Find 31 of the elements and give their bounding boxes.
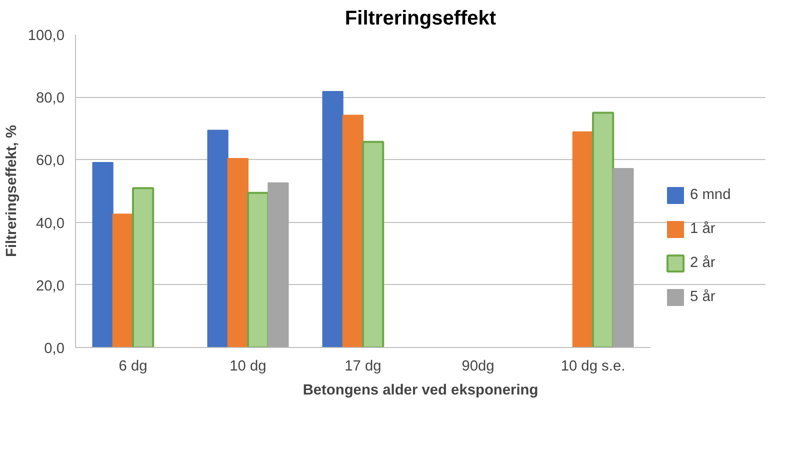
bar — [322, 90, 344, 348]
x-tick-label: 10 dg — [230, 358, 266, 374]
x-tick-label: 10 dg s.e. — [560, 358, 626, 374]
legend-label: 5 år — [690, 289, 716, 305]
bar — [612, 168, 634, 348]
y-tick-label: 100,0 — [28, 28, 65, 44]
y-axis-title: Filtreringseffekt, % — [4, 125, 20, 257]
legend-label: 1 år — [690, 221, 716, 237]
bar — [342, 114, 364, 348]
bar — [227, 158, 248, 348]
y-tick-label: 20,0 — [36, 278, 65, 294]
bar — [268, 182, 289, 348]
bar — [592, 112, 614, 348]
bar — [207, 130, 228, 348]
legend-label: 6 mnd — [690, 187, 731, 203]
chart-title: Filtreringseffekt — [344, 8, 496, 30]
x-tick-label: 6 dg — [118, 358, 148, 374]
bar — [247, 192, 270, 348]
y-tick-label: 80,0 — [36, 90, 65, 107]
y-tick-label: 60,0 — [36, 153, 65, 170]
x-axis-title: Betongens alder ved eksponering — [302, 382, 538, 398]
x-tick-label: 17 dg — [344, 358, 382, 374]
bar — [132, 187, 154, 348]
bar — [362, 140, 384, 348]
bar — [112, 214, 134, 348]
y-tick-label: 40,0 — [36, 216, 65, 232]
y-tick-label: 0,0 — [44, 341, 64, 357]
legend-label: 2 år — [690, 255, 716, 271]
bar — [572, 131, 594, 348]
bar — [92, 162, 114, 348]
x-tick-label: 90dg — [462, 358, 494, 374]
